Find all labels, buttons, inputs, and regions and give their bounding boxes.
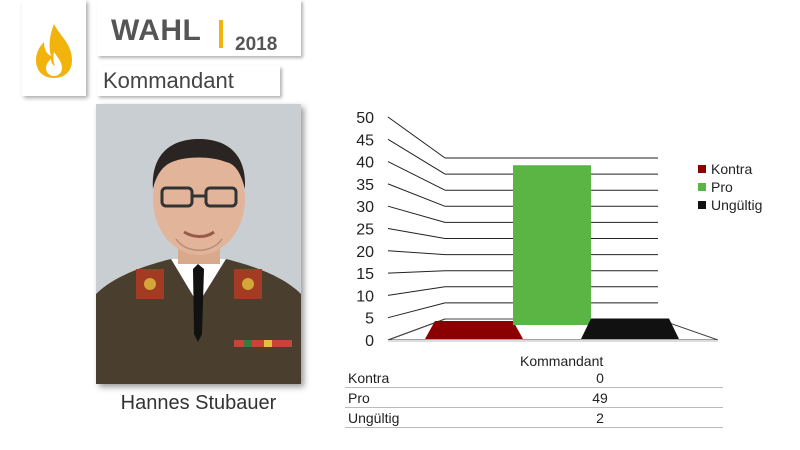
gridline-side xyxy=(387,286,446,296)
y-tick-label: 20 xyxy=(356,244,374,261)
candidate-photo xyxy=(96,104,301,384)
vote-chart: 0 5 10 15 20 25 30 35 40 45 50 xyxy=(356,110,719,350)
table-row: Ungültig 2 xyxy=(345,407,723,428)
bar-pro xyxy=(513,165,591,325)
row-label: Pro xyxy=(345,387,477,408)
legend-swatch xyxy=(698,201,706,209)
legend-swatch xyxy=(698,165,706,173)
bar-ungültig xyxy=(581,318,679,339)
y-tick-label: 25 xyxy=(356,222,374,239)
bar-kontra xyxy=(425,321,523,339)
gridline-side xyxy=(387,250,446,256)
y-tick-label: 30 xyxy=(356,199,374,216)
election-year: 2018 xyxy=(235,34,278,55)
table-row: Pro 49 xyxy=(345,387,723,408)
gridline-side xyxy=(387,116,446,159)
row-value: 0 xyxy=(477,368,723,388)
y-tick-label: 10 xyxy=(356,288,374,305)
title-box: WAHL 2018 xyxy=(97,0,301,56)
row-value: 2 xyxy=(477,407,723,428)
subtitle-box: Kommandant xyxy=(97,66,280,96)
gridline-side xyxy=(387,161,446,191)
gridline-side xyxy=(387,270,446,274)
row-label: Ungültig xyxy=(345,407,477,428)
y-tick-label: 50 xyxy=(356,110,374,127)
y-tick-label: 45 xyxy=(356,132,374,149)
flame-icon xyxy=(36,24,72,78)
table-row: Kontra 0 xyxy=(345,368,723,388)
table-header: Kommandant xyxy=(520,353,604,369)
data-table: Kontra 0 Pro 49 Ungültig 2 xyxy=(345,368,723,428)
row-value: 49 xyxy=(477,387,723,408)
position-title: Kommandant xyxy=(103,68,234,93)
y-tick-label: 15 xyxy=(356,266,374,283)
legend-item: Pro xyxy=(698,178,762,196)
gridline-side xyxy=(387,138,446,175)
page-title: WAHL xyxy=(111,14,202,47)
legend-item: Kontra xyxy=(698,160,762,178)
gridline-side xyxy=(387,205,446,223)
candidate-portrait-image xyxy=(96,104,301,384)
y-tick-label: 0 xyxy=(365,333,374,350)
chart-floor-edge xyxy=(388,340,718,342)
gridline-side xyxy=(387,302,446,319)
y-tick-label: 5 xyxy=(365,311,374,328)
legend-label: Pro xyxy=(711,179,733,195)
gridline-side xyxy=(387,228,446,239)
logo-box xyxy=(22,0,86,96)
legend-label: Ungültig xyxy=(711,197,763,213)
legend-swatch xyxy=(698,183,706,191)
row-label: Kontra xyxy=(345,368,477,388)
y-tick-label: 40 xyxy=(356,155,374,172)
legend-item: Ungültig xyxy=(698,196,762,214)
y-tick-label: 35 xyxy=(356,177,374,194)
candidate-name: Hannes Stubauer xyxy=(120,392,277,414)
legend-label: Kontra xyxy=(711,161,753,177)
chart-legend: Kontra Pro Ungültig xyxy=(698,160,762,214)
gridline-side xyxy=(387,183,446,207)
title-divider xyxy=(219,20,223,48)
